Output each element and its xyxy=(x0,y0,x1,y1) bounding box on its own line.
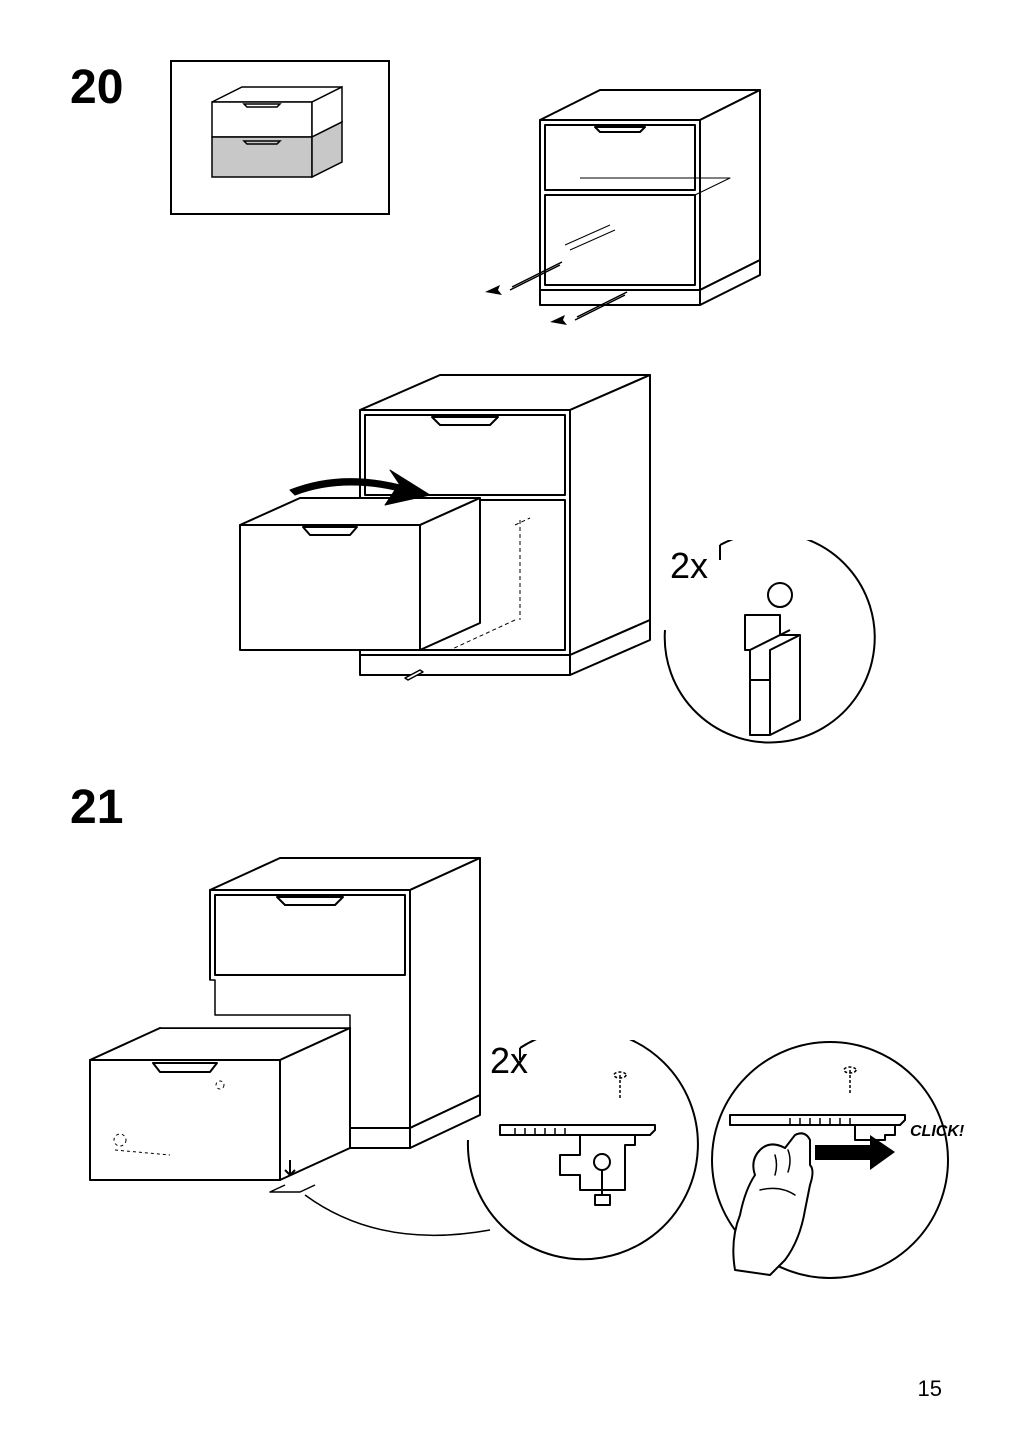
reference-thumbnail-box xyxy=(170,60,390,215)
step21-detail-circle-1 xyxy=(460,1040,710,1290)
step20-rail-detail-circle xyxy=(650,540,880,770)
step21-cabinet-illustration xyxy=(60,850,500,1270)
step20-cabinet-rails-illustration xyxy=(470,70,790,350)
step-number-21: 21 xyxy=(70,780,123,835)
thumbnail-icon xyxy=(172,62,388,213)
step21-detail-circle-2 xyxy=(700,1040,960,1340)
step20-drawer-insert-illustration xyxy=(220,370,700,750)
page-number: 15 xyxy=(918,1376,942,1402)
click-label: CLICK! xyxy=(910,1123,964,1141)
step-number-20: 20 xyxy=(70,60,123,115)
instruction-page: 20 21 15 xyxy=(0,0,1012,1432)
